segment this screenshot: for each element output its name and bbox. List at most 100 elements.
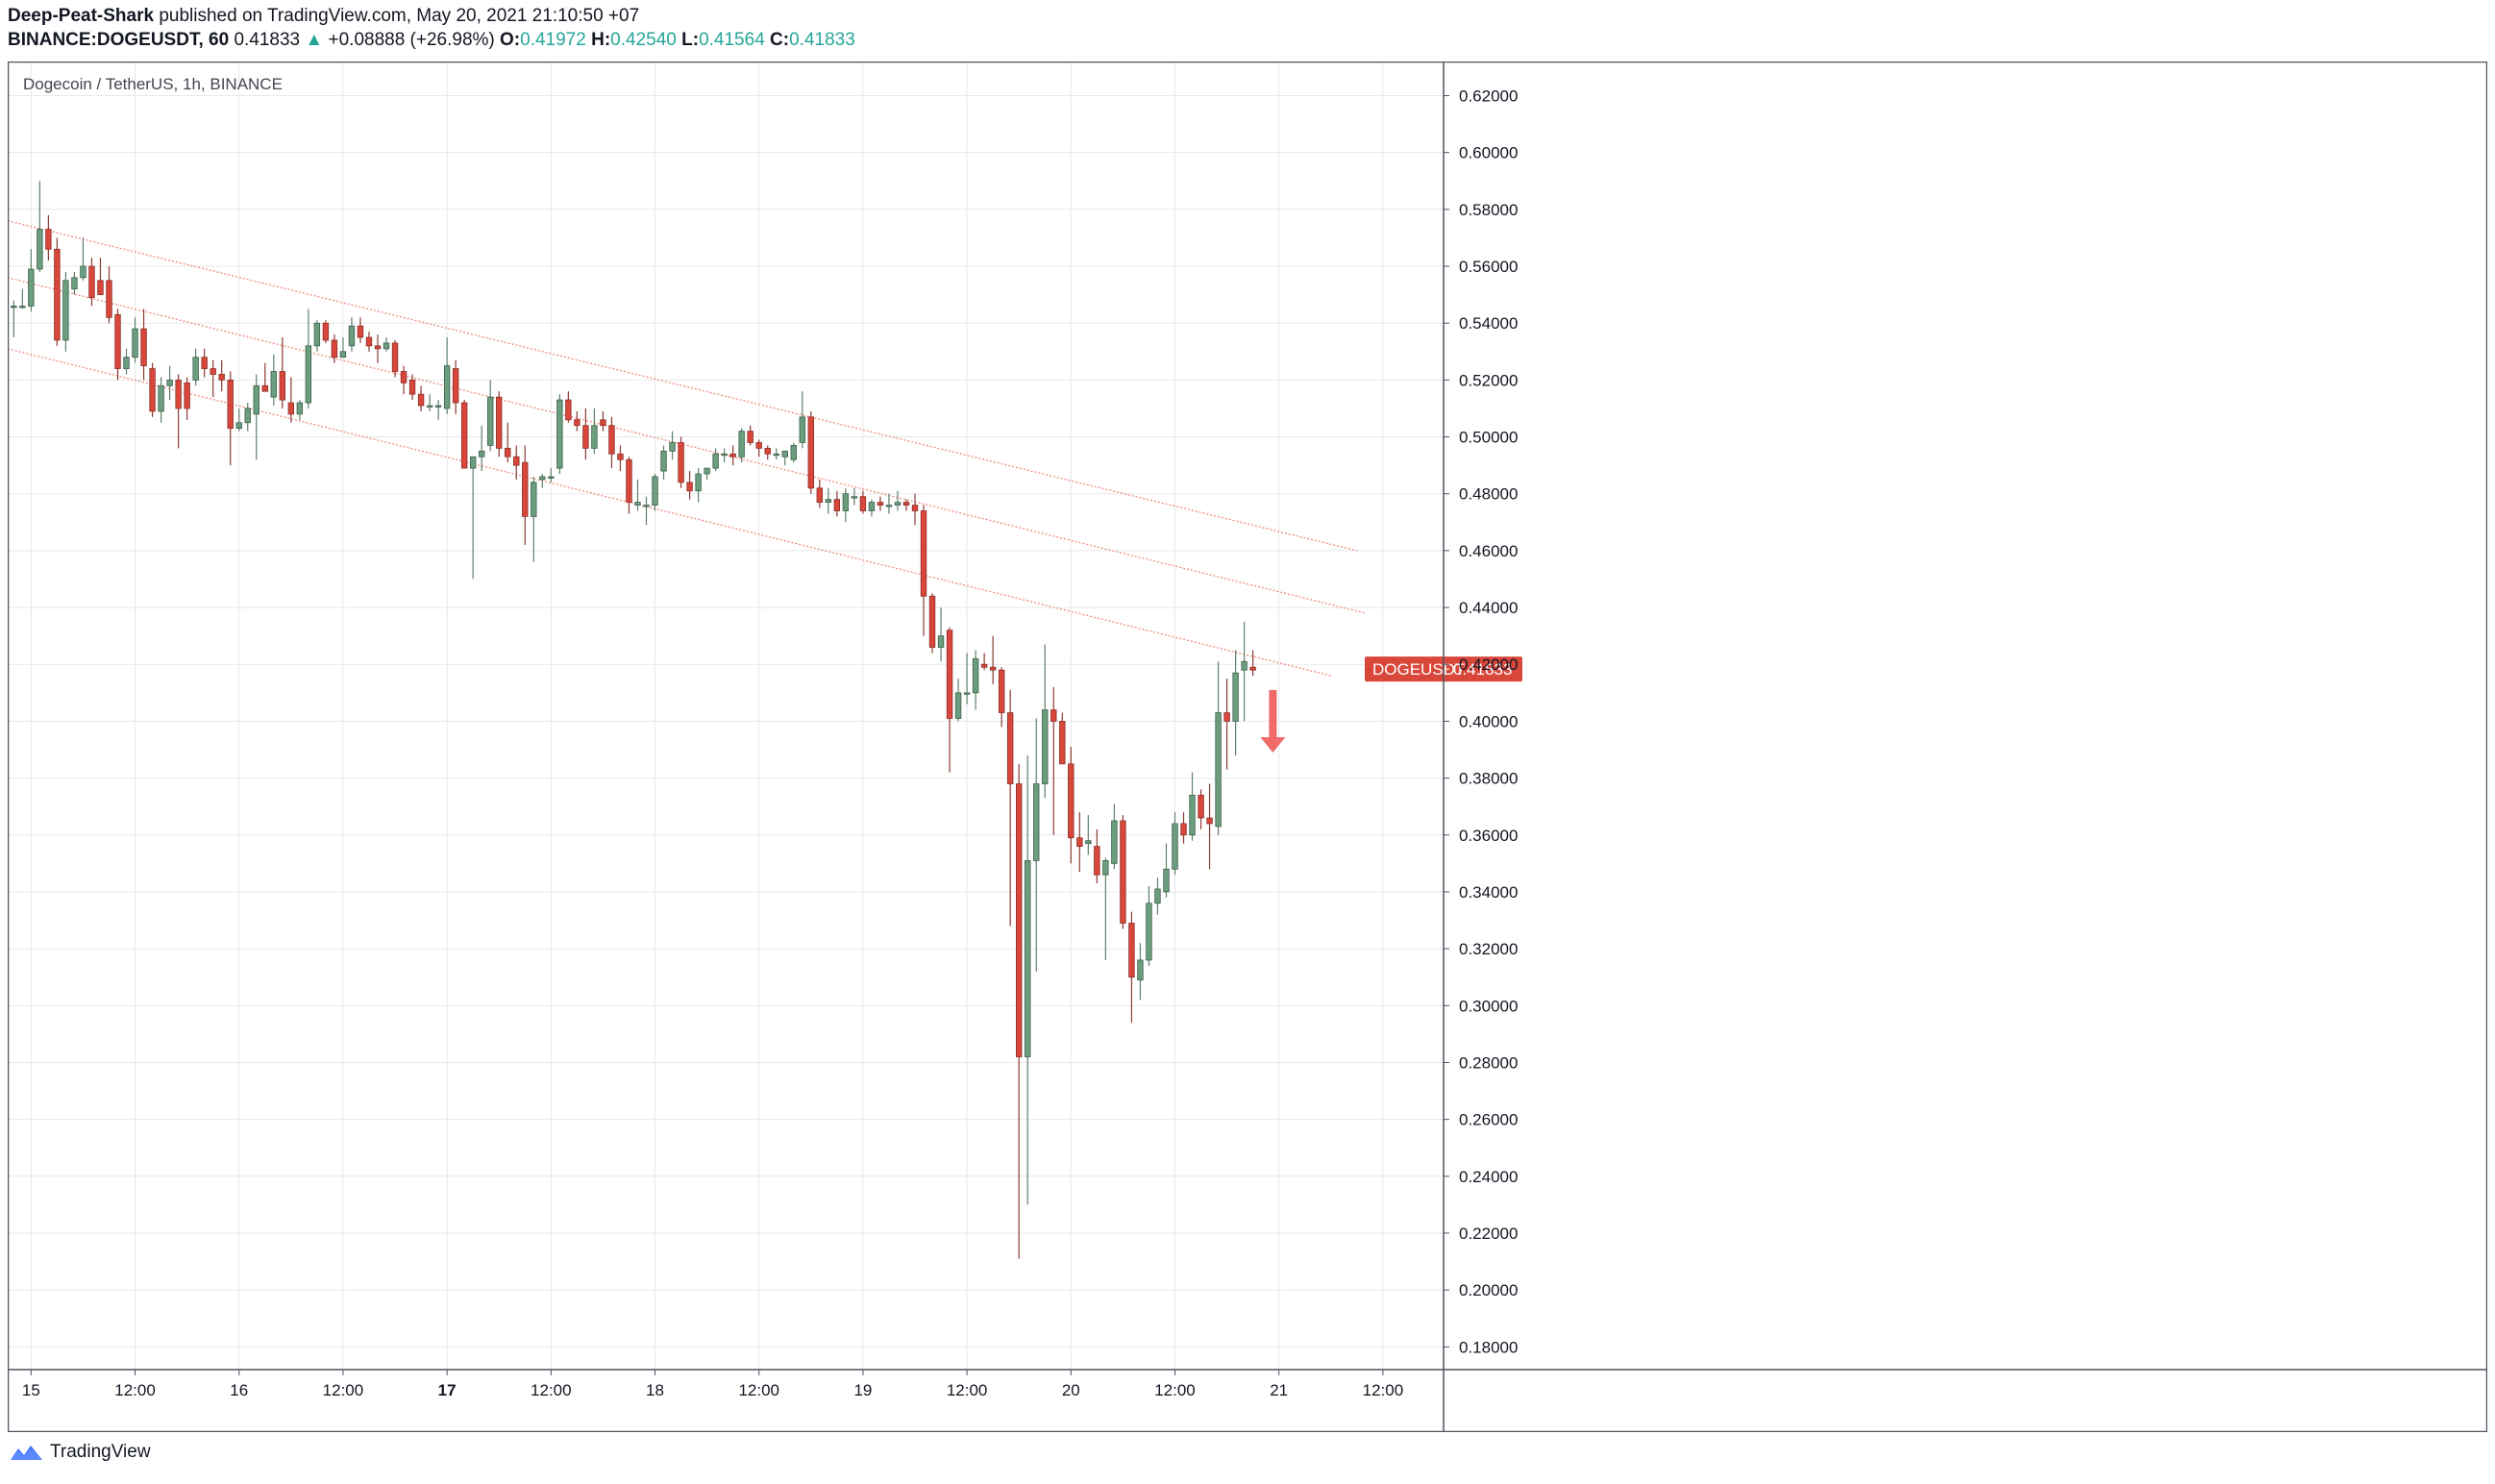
- candle-down: [452, 359, 459, 414]
- candle-body: [227, 379, 234, 430]
- candle-up: [487, 380, 494, 452]
- open-label: O:: [500, 30, 521, 50]
- candle-up: [71, 271, 78, 295]
- candle-up: [192, 348, 199, 386]
- y-tick-label: 0.28000: [1459, 1053, 1518, 1072]
- candle-down: [600, 410, 606, 432]
- y-tick-label: 0.54000: [1459, 314, 1518, 333]
- candle-up: [695, 468, 702, 503]
- candle-down: [1180, 812, 1187, 844]
- candle-up: [548, 468, 555, 482]
- grid-lines: [8, 62, 1444, 1370]
- y-tick-label: 0.56000: [1459, 258, 1518, 276]
- open-value: 0.41972: [520, 30, 586, 50]
- candle-down: [201, 348, 208, 378]
- candle-body: [434, 405, 442, 408]
- candle-body: [37, 229, 43, 270]
- candle-body: [643, 505, 650, 507]
- candle-down: [97, 258, 104, 296]
- candle-body: [998, 669, 1005, 713]
- candle-down: [88, 258, 95, 307]
- candle-body: [1085, 840, 1092, 845]
- tradingview-logo-icon: [11, 1446, 42, 1460]
- candle-body: [313, 322, 321, 347]
- candle-body: [175, 379, 182, 409]
- candle-up: [937, 607, 945, 662]
- candle-up: [235, 408, 242, 432]
- candle-body: [1206, 817, 1213, 825]
- candle-down: [877, 496, 884, 511]
- y-tick-label: 0.42000: [1459, 655, 1518, 674]
- candle-up: [339, 336, 347, 359]
- candle-down: [1006, 689, 1014, 927]
- symbol-label: BINANCE:DOGEUSDT, 60: [8, 30, 230, 50]
- candle-body: [166, 379, 173, 386]
- candle-body: [1042, 709, 1049, 784]
- candle-body: [19, 306, 26, 309]
- candle-body: [158, 384, 164, 412]
- candle-body: [773, 453, 779, 457]
- publish-info: Deep-Peat-Shark published on TradingView…: [8, 4, 639, 29]
- y-tick-label: 0.44000: [1459, 599, 1518, 617]
- chart-container[interactable]: DOGEUSDT 0.41833 0.18000 0.20000 0.22000 0.2…: [8, 62, 2487, 1432]
- candle-up: [1189, 772, 1196, 841]
- candle-body: [877, 502, 884, 506]
- candle-body: [505, 447, 511, 458]
- candle-body: [825, 499, 832, 503]
- candle-body: [123, 357, 130, 369]
- candle-up: [426, 394, 433, 411]
- candle-body: [391, 342, 399, 372]
- candle-body: [339, 351, 347, 359]
- candle-body: [574, 419, 581, 427]
- candle-up: [1163, 843, 1170, 898]
- candle-down: [1206, 783, 1213, 870]
- candle-body: [460, 402, 468, 469]
- candle-body: [548, 476, 555, 479]
- candle-down: [149, 362, 156, 417]
- candle-body: [608, 425, 615, 455]
- candle-body: [626, 458, 632, 503]
- published-text: published on TradingView.com, May 20, 20…: [159, 6, 640, 26]
- author-name[interactable]: Deep-Peat-Shark: [8, 6, 155, 26]
- price-label-value: 0.41833: [1453, 660, 1512, 679]
- candle-body: [426, 405, 433, 408]
- candle-down: [331, 334, 338, 363]
- tradingview-branding[interactable]: TradingView: [10, 1442, 151, 1463]
- candle-up: [434, 400, 442, 420]
- down-arrow-icon: [1260, 736, 1286, 753]
- candle-up: [721, 448, 728, 463]
- candle-up: [1111, 804, 1118, 870]
- candle-body: [928, 595, 936, 648]
- candle-up: [669, 431, 676, 460]
- candle-down: [513, 445, 520, 480]
- candle-body: [1146, 903, 1152, 961]
- candle-down: [140, 309, 147, 381]
- y-tick-label: 0.58000: [1459, 201, 1518, 219]
- y-tick-label: 0.24000: [1459, 1168, 1518, 1186]
- candle-body: [704, 467, 710, 475]
- candle-body: [331, 339, 338, 359]
- candle-body: [80, 265, 86, 279]
- x-tick-label: 19: [853, 1381, 872, 1399]
- candle-up: [1042, 644, 1049, 799]
- candle-down: [184, 377, 190, 420]
- candle-down: [980, 653, 988, 671]
- candle-down: [911, 493, 919, 526]
- candle-down: [400, 365, 408, 395]
- candle-up: [1154, 878, 1161, 915]
- price-label-symbol: DOGEUSDT: [1372, 660, 1465, 679]
- candle-up: [1232, 650, 1239, 755]
- candle-body: [114, 313, 121, 369]
- candle-up: [531, 476, 537, 562]
- candle-body: [296, 402, 304, 415]
- candle-down: [210, 359, 216, 398]
- candle-body: [781, 450, 788, 458]
- candle-body: [305, 345, 312, 404]
- candle-up: [954, 679, 962, 722]
- candle-body: [400, 371, 408, 383]
- candle-up: [313, 320, 321, 352]
- candle-body: [729, 453, 736, 458]
- y-tick-label: 0.48000: [1459, 485, 1518, 504]
- candle-up: [972, 650, 979, 710]
